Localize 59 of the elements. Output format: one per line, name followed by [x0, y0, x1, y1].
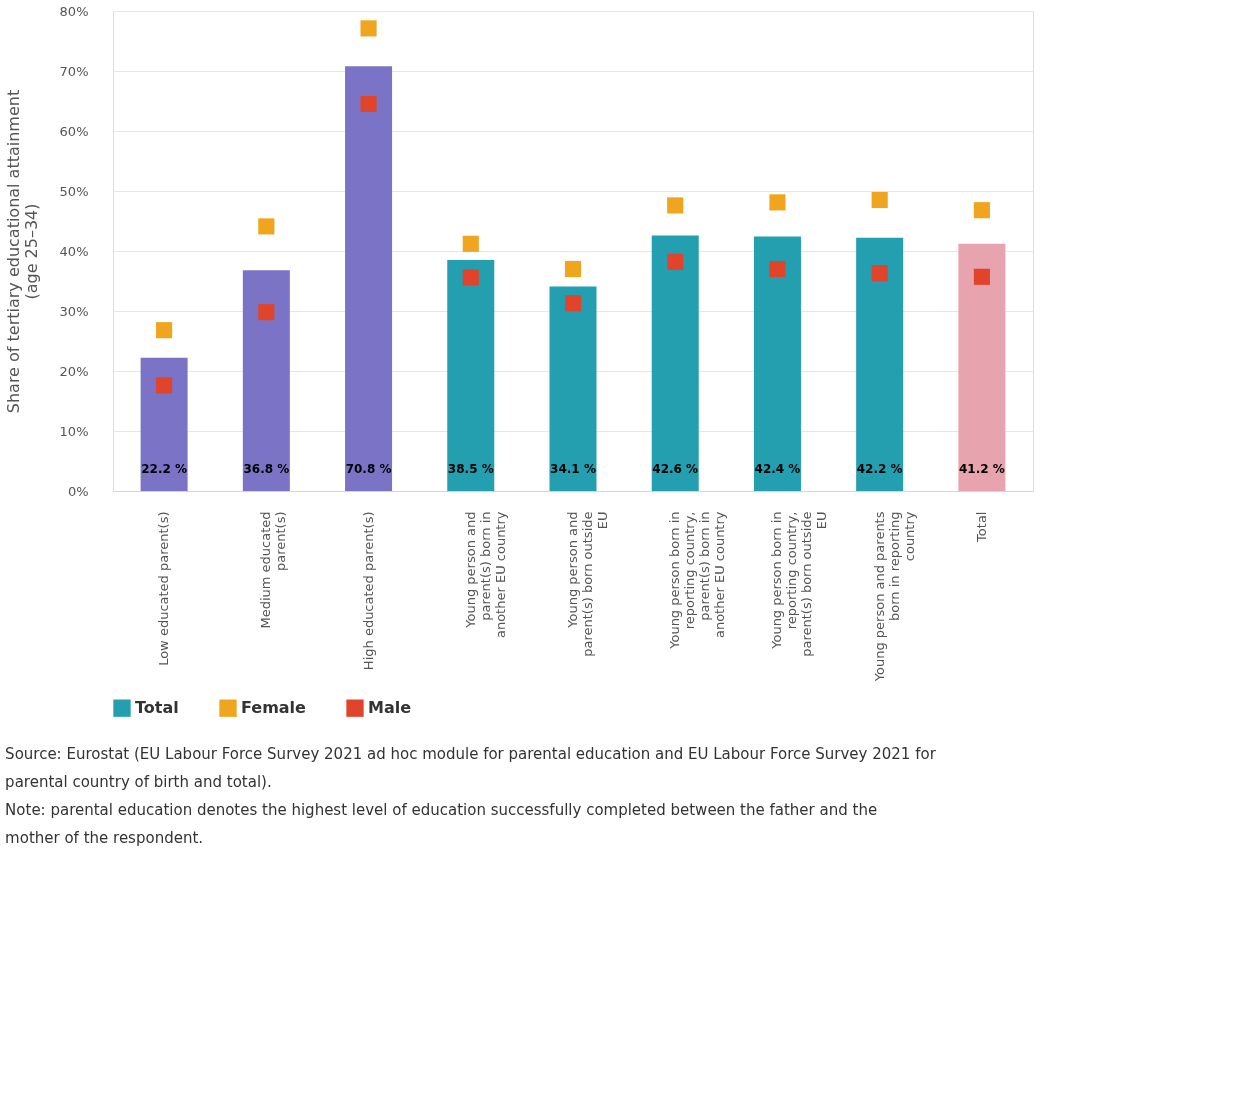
point — [667, 197, 684, 214]
x-tick-label: Total — [973, 511, 989, 543]
x-tick-label: Young person and parent(s) born outside EU — [565, 511, 610, 657]
y-tick-label: 40% — [59, 243, 89, 259]
data-label: 22.2 % — [141, 462, 188, 476]
legend-label: Male — [368, 698, 412, 718]
y-tick-label: 70% — [59, 63, 89, 79]
y-tick-label: 80% — [59, 3, 89, 19]
data-label: 70.8 % — [345, 462, 392, 476]
point — [871, 191, 888, 209]
y-tick-label: 60% — [59, 123, 89, 139]
y-tick-label: 10% — [59, 423, 89, 439]
bar — [856, 237, 904, 491]
point — [769, 194, 786, 211]
y-axis-title: Share of tertiary educational attainment (age 25–34) — [3, 89, 41, 414]
point — [156, 322, 173, 339]
y-tick-label: 0% — [67, 483, 89, 499]
x-tick-label: Young person and parents born in reporting country — [871, 511, 917, 683]
x-tick-label: Young person and parent(s) born in another EU country — [462, 511, 508, 639]
x-tick-label: Young person born in reporting country, parent(s) born outside EU — [769, 511, 830, 657]
bar — [651, 235, 699, 491]
bar — [753, 236, 801, 491]
x-tick-label: Medium educated parent(s) — [258, 511, 289, 629]
data-label: 41.2 % — [958, 462, 1005, 476]
bar — [549, 286, 597, 491]
bar — [242, 270, 290, 491]
data-label: 34.1 % — [550, 462, 596, 476]
text: Note: parental education denotes the highest level of education successfully completed between the father and the mother of the respondent. — [5, 801, 878, 847]
data-label: 36.8 % — [243, 462, 290, 476]
data-label: 38.5 % — [447, 462, 494, 476]
point — [360, 95, 377, 113]
data-label: 42.2 % — [856, 462, 903, 476]
point — [462, 235, 479, 252]
bar — [447, 260, 495, 491]
y-tick-label: 50% — [59, 183, 89, 199]
bar — [140, 357, 188, 491]
y-tick-label: 20% — [59, 363, 89, 379]
point — [258, 218, 275, 235]
point — [871, 265, 888, 282]
point — [973, 202, 990, 219]
data-label: 42.4 % — [754, 462, 801, 476]
bar — [958, 243, 1006, 491]
source-note: Source: Eurostat (EU Labour Force Survey 2021 ad hoc module for parental education and EU Labour Force Survey 2021 for parental country of birth and total). — [5, 745, 937, 791]
y-tick-label: 30% — [59, 303, 89, 319]
legend-label: Total — [135, 698, 179, 718]
point — [667, 253, 684, 270]
x-tick-label: High educated parent(s) — [360, 511, 376, 671]
bar — [345, 66, 393, 491]
point — [973, 268, 990, 285]
data-label: 42.6 % — [652, 462, 699, 476]
point — [769, 260, 786, 278]
legend-label: Female — [241, 698, 307, 718]
point — [258, 304, 275, 321]
point — [360, 20, 377, 37]
point — [564, 295, 582, 312]
x-tick-label: Low educated parent(s) — [156, 511, 172, 666]
point — [462, 269, 479, 286]
point — [564, 260, 582, 278]
point — [156, 377, 173, 394]
